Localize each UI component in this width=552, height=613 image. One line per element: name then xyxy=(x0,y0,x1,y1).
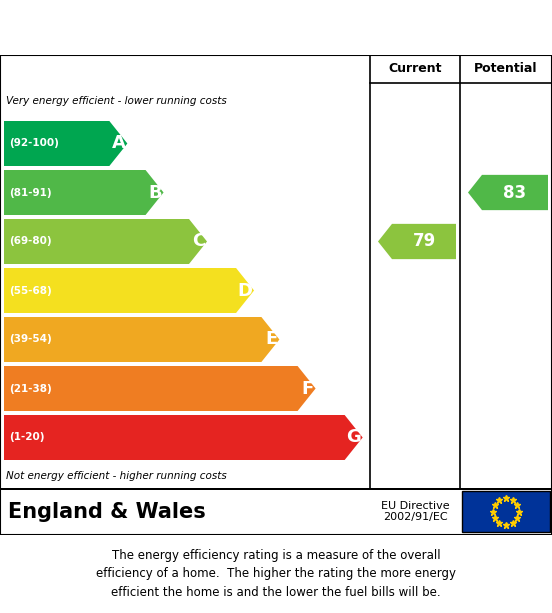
Text: (21-38): (21-38) xyxy=(9,384,52,394)
Polygon shape xyxy=(4,268,254,313)
Text: Current: Current xyxy=(388,63,442,75)
Text: England & Wales: England & Wales xyxy=(8,501,206,522)
Text: G: G xyxy=(346,428,360,446)
Text: (39-54): (39-54) xyxy=(9,335,52,345)
Bar xyxy=(462,491,550,532)
Text: The energy efficiency rating is a measure of the overall
efficiency of a home.  : The energy efficiency rating is a measur… xyxy=(96,549,456,598)
Text: (1-20): (1-20) xyxy=(9,433,45,443)
Text: F: F xyxy=(301,379,314,397)
Text: (92-100): (92-100) xyxy=(9,139,59,148)
Text: Very energy efficient - lower running costs: Very energy efficient - lower running co… xyxy=(6,96,227,106)
Text: D: D xyxy=(237,281,252,300)
Text: E: E xyxy=(265,330,278,349)
Text: C: C xyxy=(192,232,205,251)
Text: (69-80): (69-80) xyxy=(9,237,52,246)
Polygon shape xyxy=(4,317,279,362)
Polygon shape xyxy=(378,224,456,259)
Text: Not energy efficient - higher running costs: Not energy efficient - higher running co… xyxy=(6,471,227,481)
Polygon shape xyxy=(4,219,207,264)
Text: EU Directive
2002/91/EC: EU Directive 2002/91/EC xyxy=(381,501,449,522)
Text: Potential: Potential xyxy=(474,63,538,75)
Polygon shape xyxy=(4,415,363,460)
Text: (81-91): (81-91) xyxy=(9,188,52,197)
Polygon shape xyxy=(4,366,316,411)
Polygon shape xyxy=(4,121,128,166)
Text: Energy Efficiency Rating: Energy Efficiency Rating xyxy=(11,15,337,39)
Polygon shape xyxy=(4,170,163,215)
Text: B: B xyxy=(148,183,162,202)
Polygon shape xyxy=(468,175,548,210)
Text: 79: 79 xyxy=(412,232,436,251)
Text: (55-68): (55-68) xyxy=(9,286,52,295)
Text: 83: 83 xyxy=(503,183,527,202)
Text: A: A xyxy=(112,134,125,153)
